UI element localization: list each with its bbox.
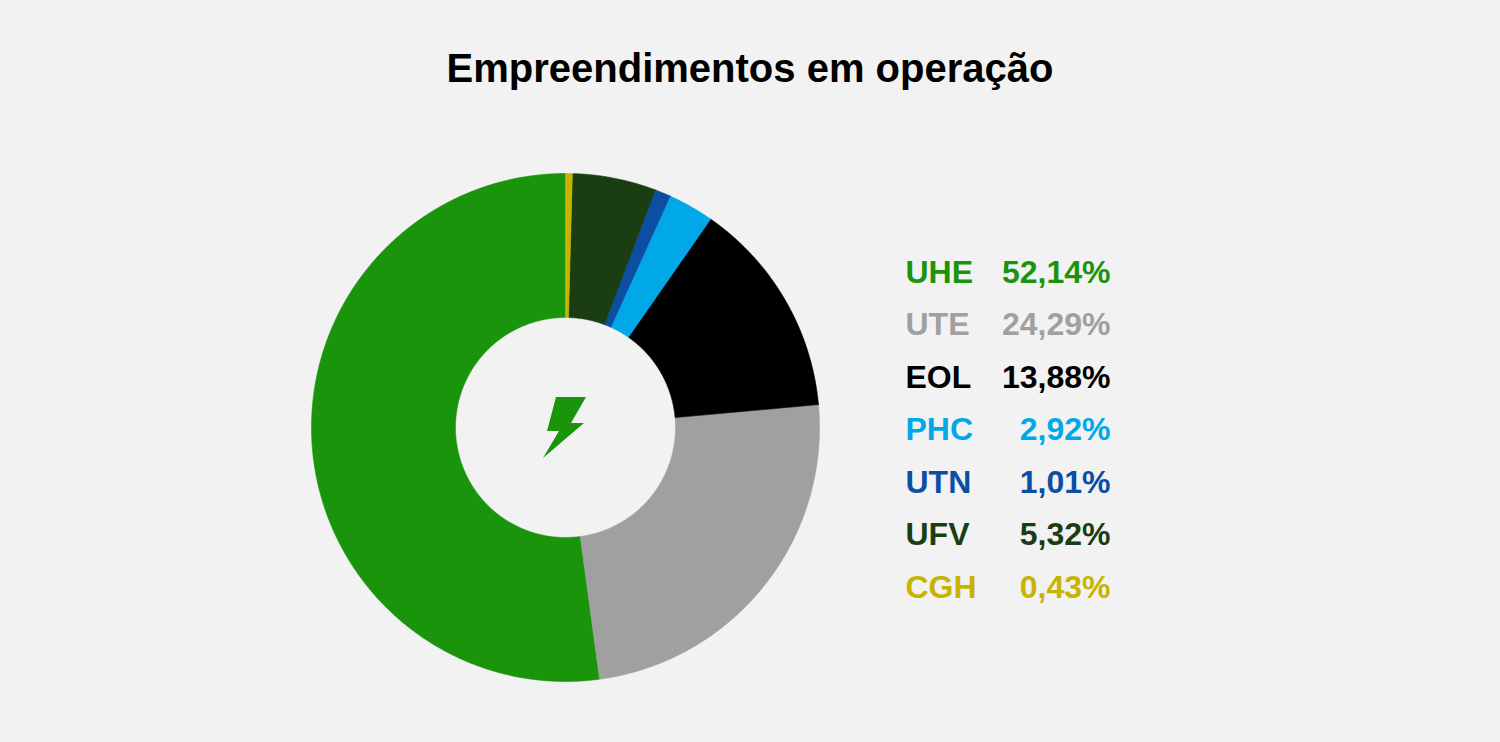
svg-text:UHE: UHE — [906, 254, 974, 290]
svg-text:CGH: CGH — [906, 569, 977, 605]
svg-text:PHC: PHC — [906, 411, 974, 447]
svg-text:0,43%: 0,43% — [1020, 569, 1111, 605]
svg-text:UTN: UTN — [906, 464, 972, 500]
svg-text:UFV: UFV — [906, 516, 971, 552]
svg-text:52,14%: 52,14% — [1002, 254, 1111, 290]
html-text:Empreendimentos em operação: Empreendimentos em operação — [446, 46, 1054, 90]
svg-text:1,01%: 1,01% — [1020, 464, 1111, 500]
svg-text:24,29%: 24,29% — [1002, 306, 1111, 342]
svg-text:EOL: EOL — [906, 359, 972, 395]
svg-text:13,88%: 13,88% — [1002, 359, 1111, 395]
svg-text:5,32%: 5,32% — [1020, 516, 1111, 552]
svg-text:2,92%: 2,92% — [1020, 411, 1111, 447]
svg-text:UTE: UTE — [906, 306, 970, 342]
